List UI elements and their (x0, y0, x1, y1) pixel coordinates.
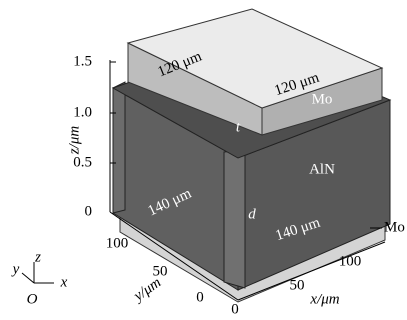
triad-label: O (27, 291, 38, 307)
z-tick: 0.5 (73, 154, 92, 170)
x-tick: 0 (231, 301, 239, 317)
x-tick: 50 (290, 277, 305, 293)
triad-y (22, 273, 34, 283)
y-tick: 0 (196, 289, 204, 305)
z-tick: 1.0 (73, 104, 92, 120)
dim-label: d (248, 206, 256, 222)
diagram: 1.5 1.0 0.5 0 z/μm 100 50 0 y/μm 0 50 10… (0, 0, 407, 320)
x-tick: 100 (339, 253, 362, 269)
material-label: Mo (312, 91, 333, 107)
aln-edge-middle (224, 150, 245, 288)
material-label: Mo (384, 219, 405, 235)
z-tick: 1.5 (73, 53, 92, 69)
aln-edge-left (113, 82, 125, 213)
triad-label: z (34, 249, 41, 265)
z-tick: 0 (85, 203, 93, 219)
triad-label: y (11, 261, 20, 277)
z-axis-label: z/μm (66, 126, 82, 156)
material-label: AlN (309, 161, 335, 177)
x-axis-label: x/μm (309, 291, 339, 307)
y-tick: 100 (106, 235, 129, 251)
triad-label: x (60, 274, 68, 290)
